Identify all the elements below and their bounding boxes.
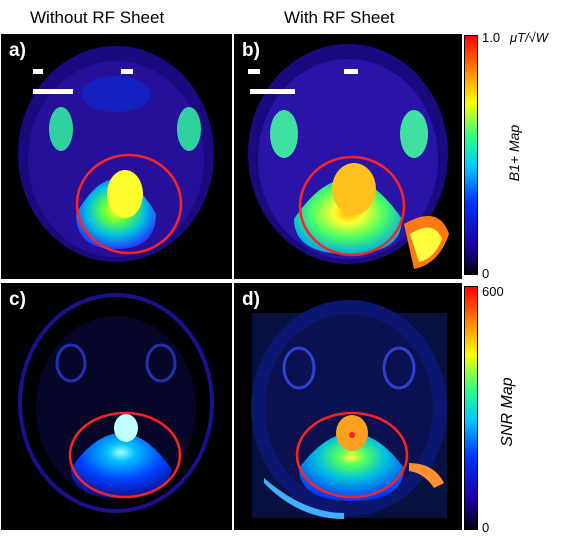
snr-colorbar	[464, 286, 478, 530]
snr-colorbar-max: 600	[482, 284, 504, 299]
snr-colorbar-min: 0	[482, 520, 490, 535]
head-outline-shape	[18, 293, 214, 513]
column-title-with-rf-sheet: With RF Sheet	[284, 8, 395, 27]
b1-colorbar-title: B1+ Map	[506, 124, 522, 182]
panel-label-d: d)	[242, 289, 260, 310]
roi-circle	[75, 153, 183, 255]
cerebellum-shape	[294, 179, 402, 254]
panel-c-snr-without-sheet: c)	[1, 283, 232, 530]
b1-colorbar-max: 1.0	[482, 30, 501, 45]
cerebellum-shape	[299, 433, 404, 501]
snr-colorbar-title: SNR Map	[499, 377, 516, 447]
roi-circle	[68, 411, 182, 499]
b1-colorbar-unit: μT/√W	[510, 30, 549, 45]
panel-a-b1-without-sheet: a)	[1, 34, 232, 279]
panel-d-image	[251, 300, 447, 519]
b1-colorbar-min: 0	[482, 266, 490, 281]
roi-circle	[298, 155, 406, 257]
panel-label-c: c)	[9, 289, 26, 310]
panel-label-b: b)	[242, 40, 260, 61]
panel-b-b1-with-sheet: b)	[234, 34, 462, 279]
column-title-without-rf-sheet: Without RF Sheet	[30, 8, 165, 27]
panel-a-image	[18, 46, 214, 262]
b1-colorbar	[464, 35, 478, 275]
panel-label-a: a)	[9, 40, 26, 61]
panel-c-image	[18, 293, 214, 513]
panel-d-snr-with-sheet: d)	[234, 283, 462, 530]
cerebellum-shape	[71, 433, 171, 498]
roi-circle	[295, 411, 409, 499]
panel-b-image	[248, 44, 449, 269]
